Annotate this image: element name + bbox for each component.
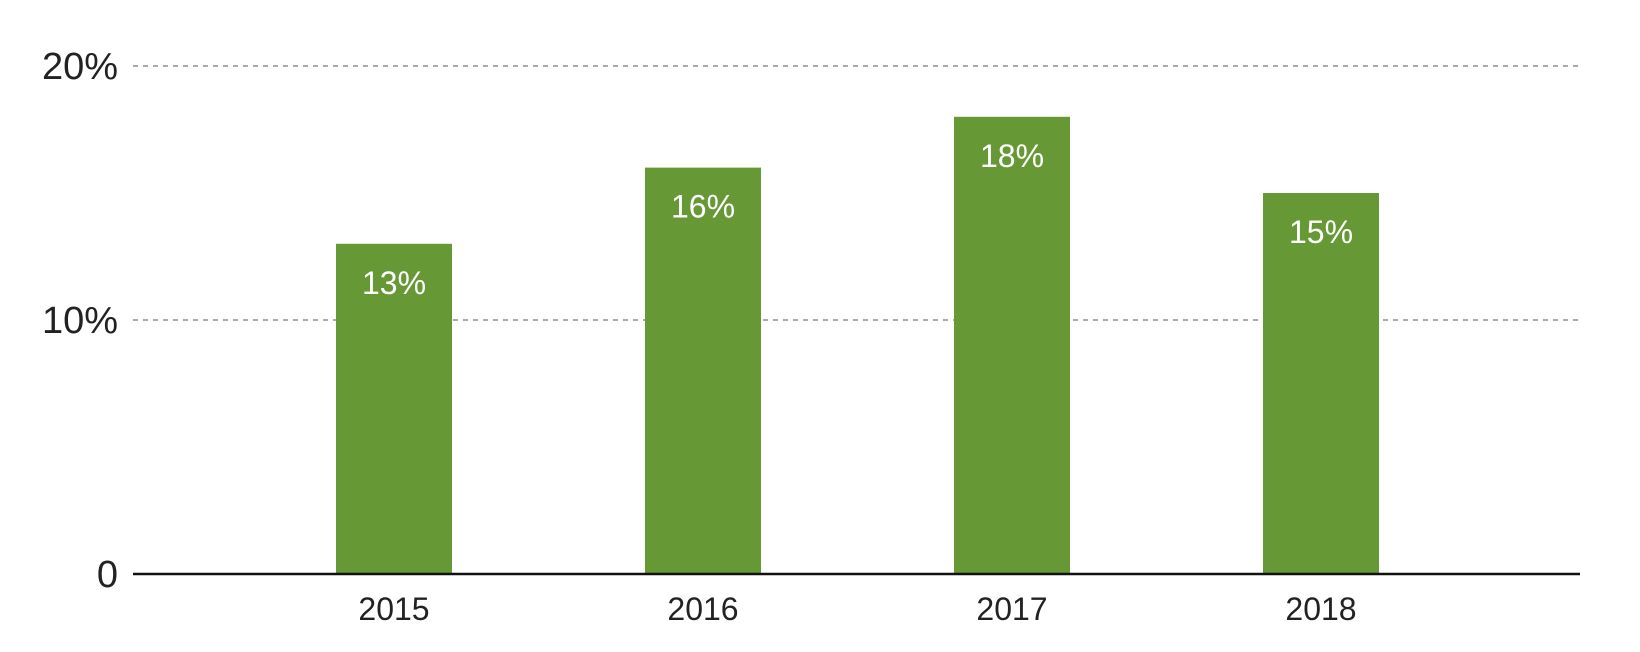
x-tick-label: 2017 bbox=[976, 591, 1047, 627]
data-label: 18% bbox=[980, 138, 1044, 174]
bars bbox=[336, 116, 1379, 575]
x-tick-label: 2018 bbox=[1285, 591, 1356, 627]
bar-2015 bbox=[336, 243, 452, 575]
data-label: 15% bbox=[1289, 214, 1353, 250]
x-tick-label: 2016 bbox=[667, 591, 738, 627]
bar-2017 bbox=[954, 116, 1070, 575]
data-label: 16% bbox=[671, 189, 735, 225]
y-tick-label: 10% bbox=[42, 300, 118, 342]
labels: 0 10% 20% 13% 2015 16% 2016 18% 2017 15% 2018 bbox=[42, 46, 1357, 627]
bar-2018 bbox=[1263, 193, 1379, 574]
y-tick-label: 0 bbox=[97, 554, 118, 596]
x-tick-label: 2015 bbox=[358, 591, 429, 627]
bar-2016 bbox=[645, 167, 761, 574]
y-tick-label: 20% bbox=[42, 46, 118, 88]
data-label: 13% bbox=[362, 265, 426, 301]
